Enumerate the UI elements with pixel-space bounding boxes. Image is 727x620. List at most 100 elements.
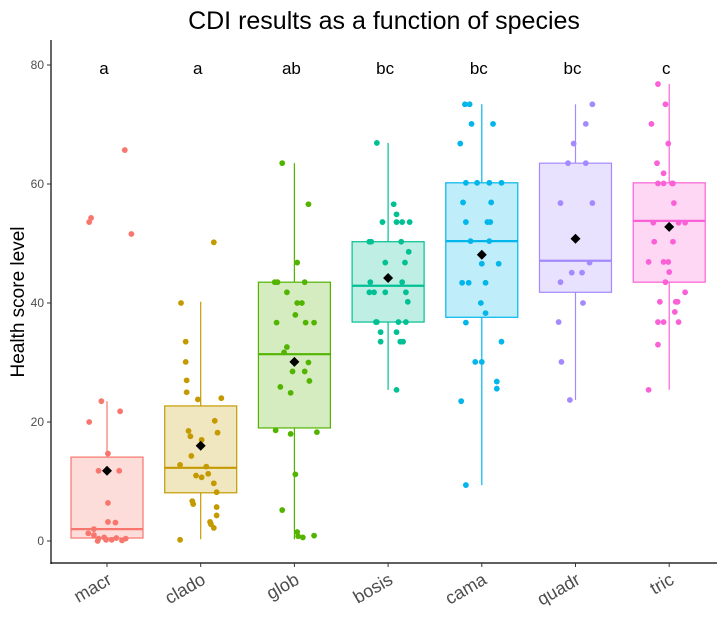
data-point: [86, 419, 93, 425]
data-point: [580, 300, 586, 306]
data-point: [670, 238, 676, 245]
data-point: [292, 312, 299, 318]
box-group-bosis: bc: [351, 59, 425, 393]
data-point: [402, 259, 408, 266]
group-letter: c: [662, 59, 671, 78]
x-tick-label: macr: [70, 569, 115, 606]
data-point: [650, 219, 657, 226]
data-point: [458, 398, 465, 405]
data-point: [582, 121, 589, 127]
group-letter: bc: [470, 59, 488, 78]
data-point: [371, 289, 377, 296]
data-point: [113, 535, 120, 541]
data-point: [117, 408, 124, 415]
data-point: [203, 463, 210, 470]
data-point: [670, 200, 677, 206]
data-point: [390, 201, 397, 208]
mean-marker: [195, 440, 206, 451]
y-tick-label: 0: [37, 534, 44, 548]
data-point: [198, 474, 205, 481]
data-point: [116, 467, 123, 474]
data-point: [487, 219, 494, 225]
data-point: [90, 532, 97, 538]
data-point: [187, 433, 194, 440]
data-point: [274, 279, 281, 286]
data-point: [557, 200, 564, 206]
data-point: [213, 504, 220, 510]
data-point: [682, 219, 689, 226]
data-point: [565, 160, 571, 167]
data-point: [465, 279, 472, 286]
data-point: [660, 319, 667, 325]
data-point: [393, 211, 400, 218]
data-point: [675, 319, 682, 325]
data-point: [478, 359, 485, 365]
data-point: [273, 319, 280, 326]
data-point: [460, 199, 466, 206]
data-point: [558, 359, 565, 365]
data-point: [482, 310, 489, 317]
data-point: [662, 101, 669, 108]
data-point: [395, 319, 402, 325]
data-point: [379, 219, 386, 225]
data-point: [214, 429, 221, 436]
data-point: [98, 398, 105, 405]
data-point: [488, 199, 495, 206]
data-point: [277, 383, 284, 390]
data-point: [218, 395, 225, 402]
mean-marker: [476, 249, 487, 260]
data-point: [403, 289, 409, 296]
y-tick-label: 80: [31, 58, 45, 72]
data-point: [566, 397, 573, 403]
x-axis: macr clado glob bosis cama quadr tric: [70, 563, 677, 609]
data-point: [198, 436, 205, 443]
data-point: [457, 140, 464, 147]
data-point: [289, 368, 296, 375]
data-point: [94, 538, 101, 544]
data-point: [368, 238, 375, 245]
data-point: [178, 300, 184, 306]
data-point: [311, 532, 317, 539]
mean-marker: [383, 273, 394, 284]
data-point: [555, 319, 562, 325]
x-tick-label: bosis: [350, 569, 396, 607]
data-point: [648, 121, 655, 127]
data-point: [366, 289, 373, 296]
data-point: [682, 289, 689, 296]
data-point: [666, 269, 673, 275]
data-point: [462, 179, 469, 186]
data-point: [299, 534, 306, 541]
data-point: [377, 329, 384, 336]
data-point: [462, 319, 469, 326]
data-point: [400, 338, 406, 345]
data-point: [645, 259, 652, 265]
data-point: [675, 219, 682, 226]
data-point: [279, 160, 286, 167]
data-point: [462, 101, 468, 108]
data-point: [294, 259, 301, 266]
data-point: [570, 140, 577, 147]
box-group-clado: a: [164, 59, 238, 543]
data-point: [182, 338, 189, 345]
data-point: [579, 269, 585, 276]
data-point: [582, 160, 589, 167]
data-point: [213, 489, 220, 496]
data-point: [105, 450, 111, 457]
y-tick-label: 40: [31, 296, 45, 310]
box-group-cama: bc: [445, 59, 519, 488]
plot-area: a a ab bc bc bc c: [70, 59, 706, 544]
data-point: [193, 472, 199, 479]
data-point: [466, 101, 473, 108]
data-point: [589, 200, 596, 206]
data-point: [651, 238, 658, 245]
data-point: [105, 500, 111, 506]
data-point: [311, 319, 317, 326]
data-point: [669, 180, 675, 187]
data-point: [95, 467, 102, 474]
data-point: [472, 359, 479, 365]
data-point: [211, 417, 218, 424]
data-point: [468, 121, 475, 127]
data-point: [183, 389, 190, 396]
data-point: [210, 480, 217, 487]
mean-marker: [570, 233, 581, 244]
